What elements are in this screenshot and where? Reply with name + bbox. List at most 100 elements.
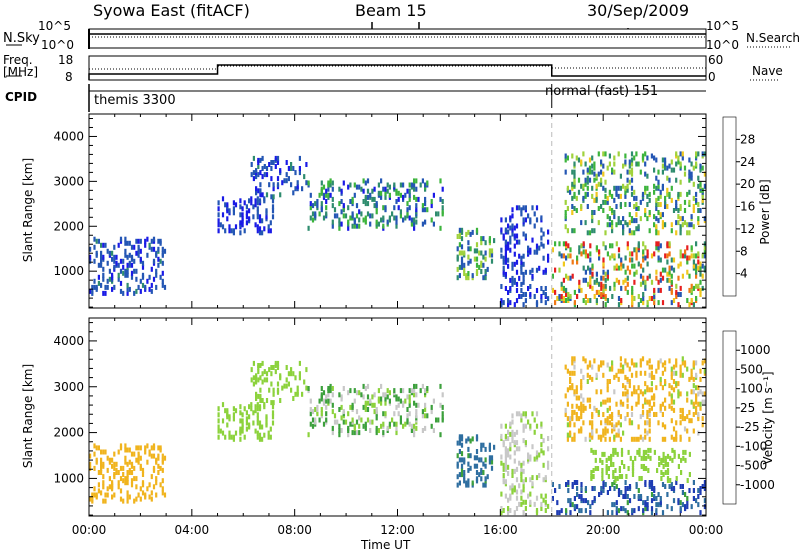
- echo-cell: [573, 409, 576, 415]
- echo-cell: [695, 360, 698, 366]
- echo-cell: [298, 360, 301, 366]
- echo-cell: [567, 498, 570, 504]
- echo-cell: [522, 205, 525, 211]
- echo-cell: [659, 189, 662, 195]
- echo-cell: [565, 241, 568, 247]
- echo-cell: [406, 394, 409, 400]
- echo-cell: [217, 412, 220, 418]
- echo-cell: [644, 279, 647, 285]
- echo-cell: [562, 285, 565, 291]
- echo-cell: [597, 364, 600, 370]
- echo-cell: [243, 406, 246, 412]
- echo-cell: [93, 236, 96, 242]
- echo-cell: [679, 285, 682, 291]
- echo-cell: [679, 484, 682, 489]
- echo-cell: [556, 296, 559, 301]
- echo-cell: [393, 215, 396, 221]
- echo-cell: [239, 436, 242, 442]
- echo-cell: [547, 464, 550, 470]
- echo-cell: [628, 366, 631, 372]
- echo-cell: [377, 428, 380, 433]
- echo-cell: [458, 250, 461, 256]
- echo-cell: [677, 393, 680, 399]
- echo-cell: [241, 212, 244, 218]
- echo-cell: [515, 259, 519, 265]
- echo-cell: [338, 186, 341, 192]
- echo-cell: [666, 453, 670, 459]
- echo-cell: [424, 182, 427, 188]
- echo-cell: [615, 277, 618, 283]
- echo-cell: [588, 374, 592, 380]
- echo-cell: [573, 228, 576, 234]
- echo-cell: [338, 407, 341, 412]
- echo-cell: [502, 255, 505, 261]
- echo-cell: [124, 459, 127, 465]
- echo-cell: [547, 503, 550, 509]
- echo-cell: [701, 151, 704, 157]
- echo-cell: [102, 272, 105, 278]
- echo-cell: [279, 373, 282, 379]
- echo-cell: [611, 428, 614, 434]
- echo-cell: [681, 412, 684, 417]
- echo-cell: [102, 484, 105, 490]
- echo-cell: [115, 260, 118, 266]
- echo-cell: [467, 271, 470, 276]
- echo-cell: [522, 261, 525, 267]
- echo-cell: [646, 409, 649, 415]
- echo-cell: [150, 445, 153, 451]
- echo-cell: [540, 286, 543, 291]
- echo-cell: [113, 451, 116, 457]
- echo-cell: [591, 155, 594, 161]
- echo-cell: [639, 370, 642, 376]
- echo-cell: [580, 287, 583, 293]
- echo-cell: [647, 447, 650, 453]
- echo-cell: [602, 360, 605, 366]
- echo-cell: [141, 490, 145, 496]
- echo-cell: [366, 201, 370, 207]
- echo-cell: [395, 425, 398, 431]
- echo-cell: [544, 292, 547, 297]
- echo-cell: [355, 430, 359, 436]
- echo-cell: [666, 187, 669, 193]
- echo-cell: [524, 292, 527, 297]
- echo-cell: [122, 264, 125, 270]
- echo-cell: [113, 258, 116, 264]
- echo-cell: [661, 300, 665, 306]
- echo-cell: [369, 419, 372, 425]
- echo-cell: [460, 451, 464, 457]
- echo-cell: [388, 215, 391, 221]
- echo-cell: [515, 223, 519, 229]
- echo-cell: [475, 227, 479, 233]
- echo-cell: [615, 189, 618, 195]
- echo-cell: [703, 358, 706, 364]
- echo-cell: [679, 151, 682, 157]
- echo-cell: [635, 251, 638, 257]
- echo-cell: [527, 286, 530, 291]
- echo-cell: [664, 405, 667, 411]
- echo-cell: [578, 283, 581, 289]
- echo-cell: [307, 386, 310, 391]
- echo-cell: [670, 167, 673, 173]
- echo-cell: [672, 379, 676, 384]
- echo-cell: [122, 270, 125, 276]
- echo-cell: [703, 480, 706, 485]
- echo-cell: [274, 360, 277, 366]
- echo-cell: [695, 393, 698, 399]
- echo-cell: [670, 257, 673, 263]
- echo-cell: [292, 371, 295, 377]
- echo-cell: [670, 159, 673, 165]
- echo-cell: [265, 172, 269, 178]
- echo-cell: [644, 245, 647, 251]
- echo-cell: [257, 164, 260, 169]
- echo-cell: [595, 173, 598, 179]
- echo-cell: [463, 262, 466, 268]
- echo-cell: [659, 376, 662, 382]
- echo-cell: [591, 214, 594, 220]
- echo-cell: [518, 205, 521, 211]
- echo-cell: [650, 370, 653, 376]
- echo-cell: [571, 409, 574, 415]
- echo-cell: [518, 460, 521, 466]
- echo-cell: [571, 436, 574, 442]
- echo-cell: [415, 383, 418, 389]
- echo-cell: [421, 409, 424, 415]
